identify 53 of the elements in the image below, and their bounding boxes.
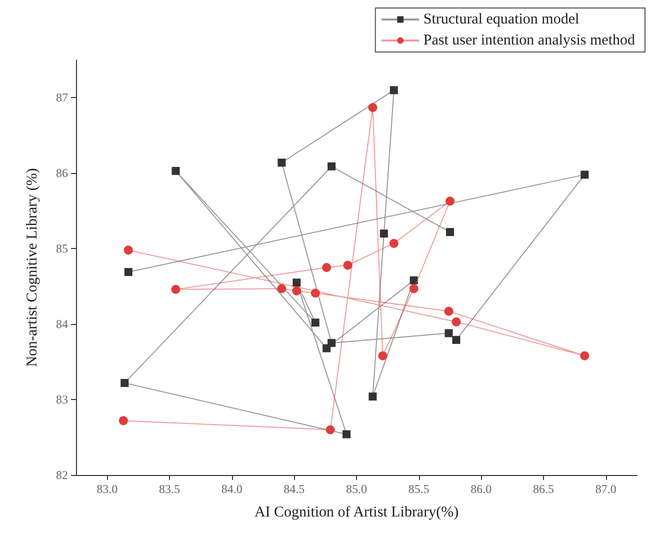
y-axis-title: Non-artist Cognitive Library (%): [24, 168, 40, 367]
point: [171, 284, 180, 294]
x-tick-label: 83.0: [96, 482, 118, 496]
x-tick-label: 85.5: [408, 482, 430, 496]
x-tick-label: 86.5: [533, 482, 554, 496]
point: [452, 336, 460, 344]
point: [368, 103, 378, 112]
y-tick-label: 85: [56, 242, 68, 256]
x-tick-label: 84.5: [284, 482, 305, 496]
point: [326, 425, 335, 434]
point: [446, 196, 454, 206]
point: [124, 268, 132, 276]
x-tick-label: 83.5: [159, 482, 180, 496]
point: [342, 430, 351, 438]
y-tick-label: 84: [56, 317, 68, 332]
y-tick-label: 87: [56, 90, 68, 105]
point: [580, 170, 589, 179]
point: [343, 260, 352, 270]
point: [172, 166, 180, 175]
point: [118, 416, 128, 426]
x-tick-label: 84.0: [221, 482, 242, 496]
point: [322, 344, 331, 352]
x-tick-label: 85.0: [346, 482, 367, 496]
x-tick-label: 87.0: [595, 482, 616, 496]
point: [409, 284, 418, 294]
point: [452, 317, 461, 326]
point: [322, 263, 332, 272]
y-tick-label: 86: [56, 166, 68, 180]
point: [390, 86, 398, 94]
point: [292, 278, 301, 287]
point: [389, 238, 398, 248]
legend-label: Structural equation model: [423, 12, 580, 28]
point: [580, 351, 590, 360]
legend-label: Past user intention analysis method: [423, 32, 636, 48]
point: [310, 288, 320, 298]
point: [124, 246, 133, 255]
point: [120, 378, 129, 387]
point: [277, 284, 286, 294]
x-tick-label: 86.0: [470, 482, 492, 496]
point: [444, 306, 454, 316]
y-tick-label: 83: [56, 392, 68, 407]
x-axis-title: AI Cognition of Artist Library(%): [254, 504, 459, 520]
point: [444, 329, 453, 338]
point: [446, 228, 454, 236]
point: [328, 162, 336, 170]
point: [380, 230, 388, 238]
point: [378, 351, 388, 360]
point: [410, 276, 418, 284]
point: [292, 286, 302, 296]
point: [311, 318, 320, 327]
point: [278, 158, 286, 167]
y-tick-label: 82: [56, 468, 68, 482]
point: [368, 392, 377, 401]
